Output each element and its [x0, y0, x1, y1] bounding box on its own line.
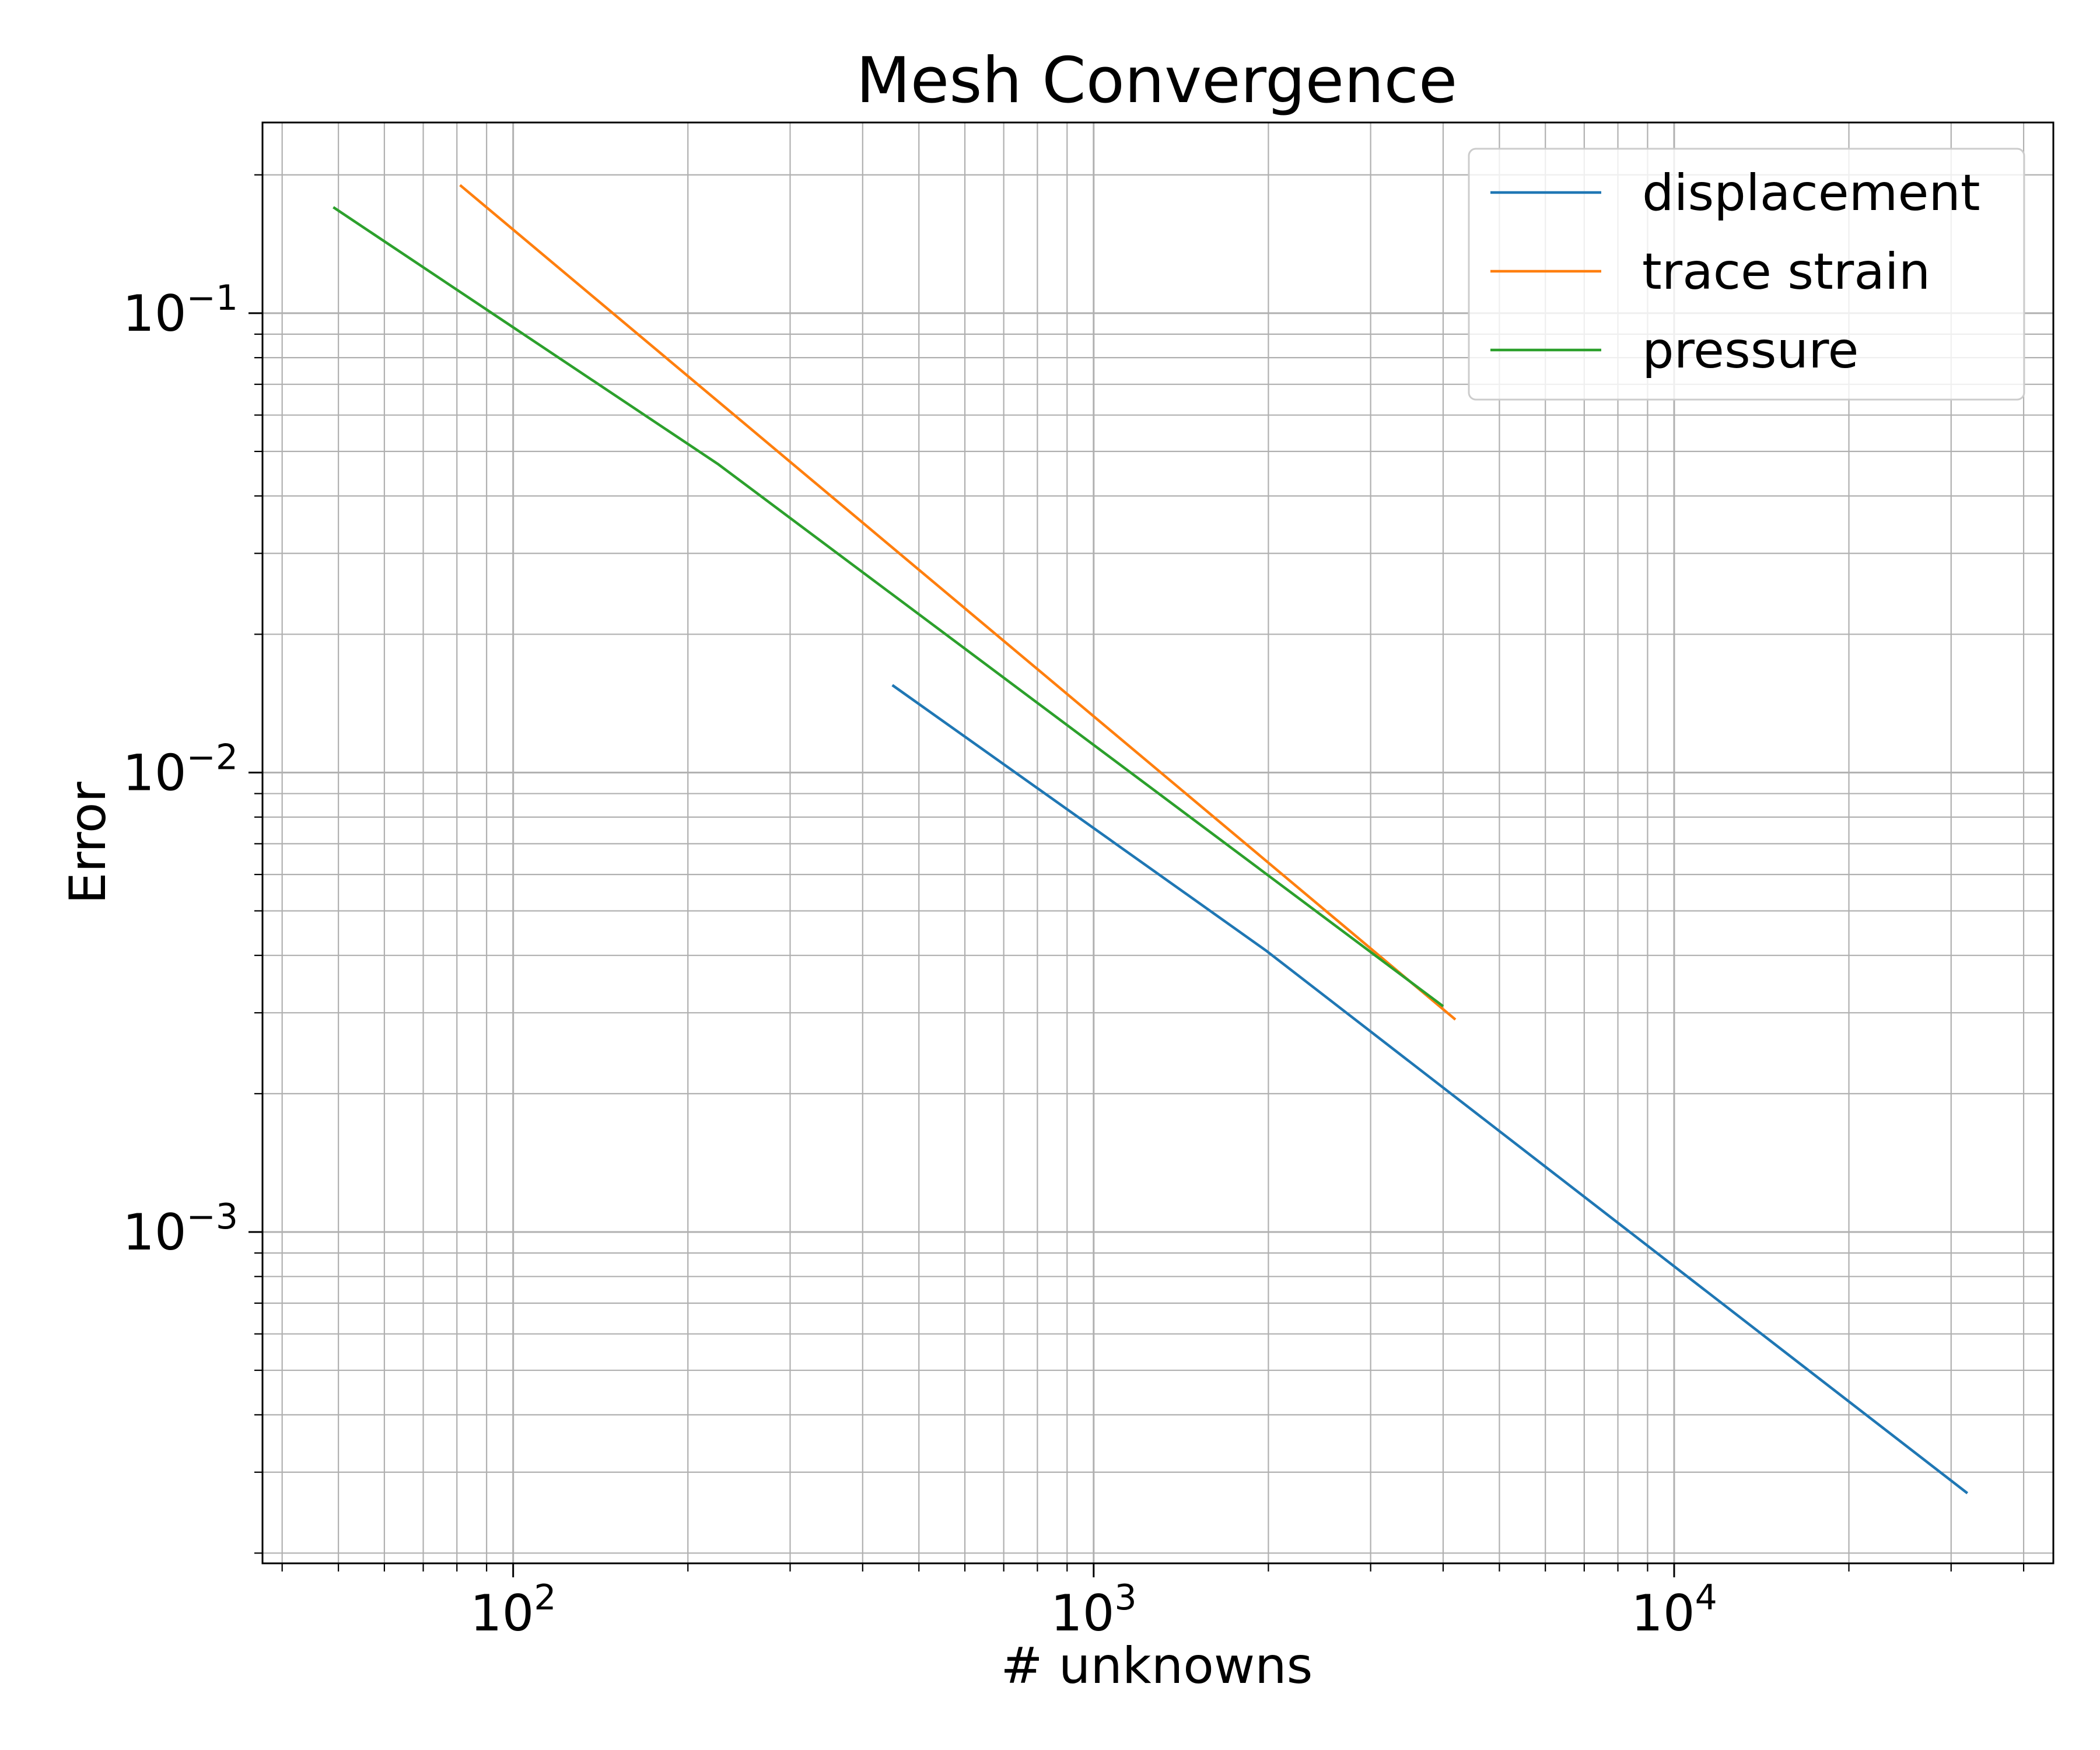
y-axis-ticks: 10−3 10−2 10−1 [123, 174, 262, 1554]
y-tick-label: 10−1 [123, 278, 238, 343]
legend: displacement trace strain pressure [1468, 148, 2025, 401]
y-axis-label: Error [59, 782, 117, 904]
legend-label: pressure [1642, 321, 1859, 380]
x-tick-label: 104 [1631, 1577, 1717, 1643]
plot-lines [332, 184, 1969, 1494]
minor-gridlines [262, 123, 2053, 1563]
x-axis-label: # unknowns [1001, 1637, 1313, 1695]
series-line-pressure [332, 206, 1444, 1007]
series-line-displacement [891, 684, 1969, 1494]
y-tick-label: 10−3 [123, 1196, 238, 1262]
legend-box [1468, 148, 2025, 401]
x-tick-label: 102 [470, 1577, 556, 1643]
x-tick-label: 103 [1051, 1577, 1137, 1643]
chart-title: Mesh Convergence [856, 44, 1458, 117]
plot-frame [261, 121, 2054, 1564]
legend-label: displacement [1642, 164, 1980, 222]
y-tick-label: 10−2 [123, 737, 238, 802]
x-axis-ticks: 102 103 104 [281, 1563, 2025, 1643]
series-line-trace-strain [459, 184, 1457, 1021]
major-gridlines [262, 123, 2053, 1563]
legend-label: trace strain [1642, 243, 1930, 301]
